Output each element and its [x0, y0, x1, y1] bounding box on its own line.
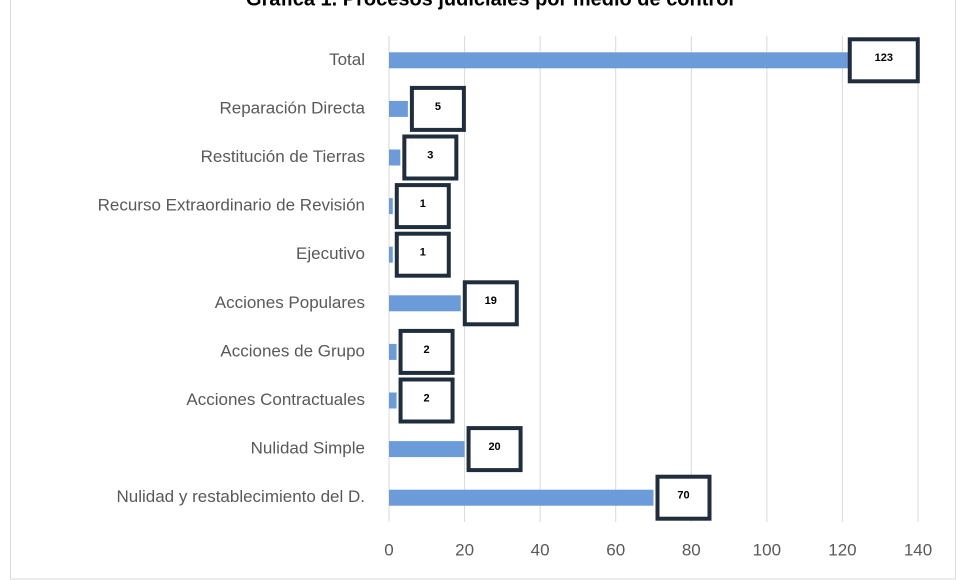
bar: [389, 343, 397, 360]
data-label-box: [402, 134, 459, 181]
bar: [389, 489, 654, 506]
data-label: 2: [423, 392, 429, 404]
y-tick-label: Nulidad y restablecimiento del D.: [116, 487, 365, 506]
data-label-box: [409, 85, 466, 132]
x-tick-label: 140: [904, 540, 932, 559]
data-label: 19: [485, 295, 497, 307]
bar: [389, 149, 401, 166]
x-tick-label: 60: [606, 540, 625, 559]
y-tick-label: Total: [329, 50, 365, 69]
data-label-box: [847, 37, 920, 84]
data-label-box: [462, 280, 519, 327]
chart-title: Gráfica 1. Procesos judiciales por medio…: [246, 0, 734, 10]
bar: [389, 246, 393, 263]
data-label-box: [398, 377, 455, 424]
x-tick-label: 20: [455, 540, 474, 559]
data-label-box: [466, 426, 523, 473]
y-tick-label: Acciones Contractuales: [186, 390, 365, 409]
x-tick-label: 0: [384, 540, 393, 559]
x-tick-label: 40: [531, 540, 550, 559]
data-label: 2: [423, 344, 429, 356]
data-label: 70: [677, 490, 689, 502]
y-tick-label: Recurso Extraordinario de Revisión: [98, 196, 365, 215]
bar: [389, 295, 461, 312]
bar: [389, 100, 408, 117]
data-label-box: [655, 474, 712, 521]
data-label: 1: [420, 247, 426, 259]
bar: [389, 198, 393, 215]
data-label: 20: [488, 441, 500, 453]
data-label: 1: [420, 198, 426, 210]
y-tick-label: Ejecutivo: [296, 244, 365, 263]
bar: [389, 441, 465, 458]
y-tick-label: Nulidad Simple: [251, 439, 365, 458]
bar: [389, 52, 854, 69]
y-tick-label: Reparación Directa: [219, 98, 365, 117]
x-tick-label: 80: [682, 540, 701, 559]
data-label: 5: [435, 101, 441, 113]
x-tick-label: 100: [753, 540, 781, 559]
data-label-box: [394, 183, 451, 230]
data-label: 3: [427, 149, 433, 161]
data-label: 123: [875, 52, 893, 64]
y-tick-label: Acciones Populares: [215, 293, 365, 312]
bar: [389, 392, 397, 409]
data-label-box: [394, 231, 451, 278]
y-tick-label: Restitución de Tierras: [201, 147, 365, 166]
x-tick-label: 120: [828, 540, 856, 559]
y-tick-label: Acciones de Grupo: [220, 341, 365, 360]
data-label-box: [398, 328, 455, 375]
